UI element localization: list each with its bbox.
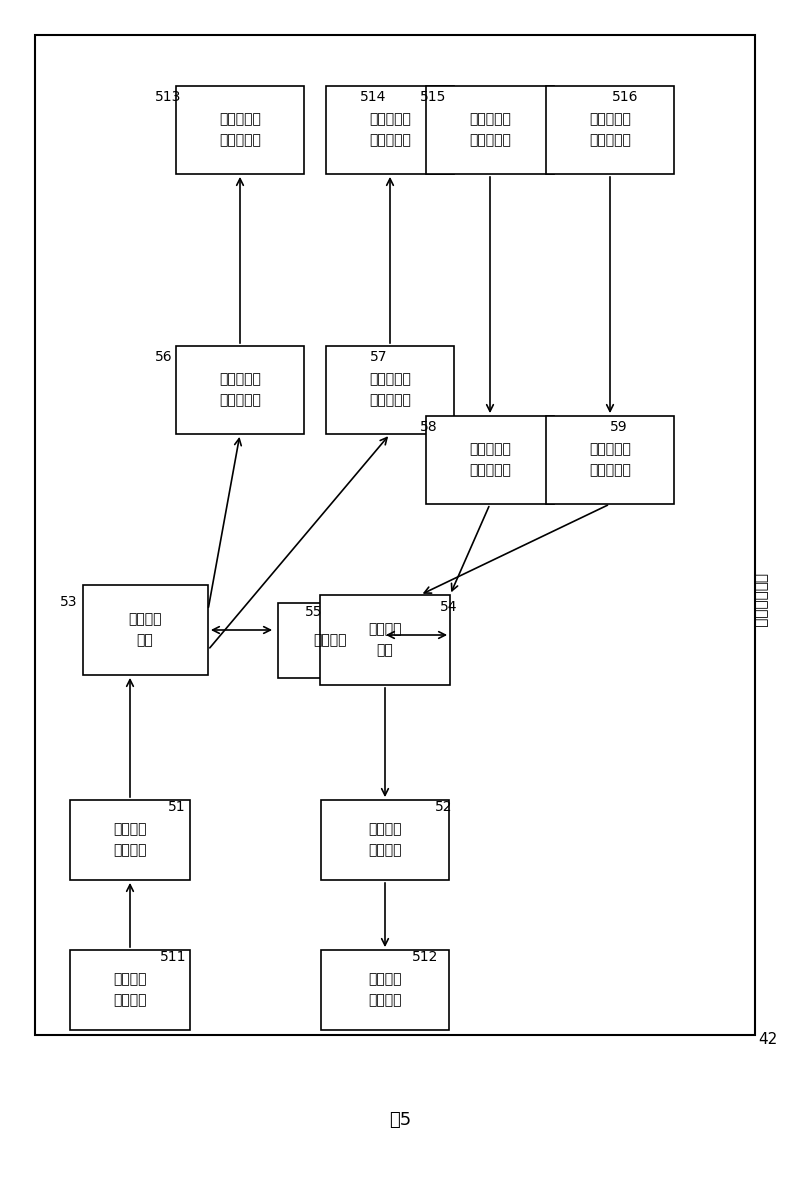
Text: 第一上行发
送队列模块: 第一上行发 送队列模块 [219, 372, 261, 408]
Text: 检测模块: 检测模块 [314, 633, 346, 647]
Text: 第二上行发
送队列模块: 第二上行发 送队列模块 [369, 372, 411, 408]
Text: 内部接口
发送模块: 内部接口 发送模块 [368, 973, 402, 1007]
Text: 512: 512 [412, 950, 438, 964]
Text: 第一下行接
收队列模块: 第一下行接 收队列模块 [469, 442, 511, 477]
Bar [546, 416, 674, 504]
Text: 下行发送
队列模块: 下行发送 队列模块 [368, 823, 402, 857]
Text: 图5: 图5 [389, 1111, 411, 1130]
Text: 备用通道接
口发送模块: 备用通道接 口发送模块 [369, 113, 411, 147]
Bar [321, 800, 449, 880]
Text: 备用通道接
口接收模块: 备用通道接 口接收模块 [589, 113, 631, 147]
Bar [321, 950, 449, 1030]
Text: 511: 511 [160, 950, 186, 964]
Bar [70, 950, 190, 1030]
Bar [176, 346, 304, 434]
Bar [426, 416, 554, 504]
Text: 上行调度
模块: 上行调度 模块 [128, 612, 162, 647]
Bar [70, 800, 190, 880]
Text: 59: 59 [610, 420, 628, 434]
Text: 53: 53 [60, 594, 78, 609]
Text: 55: 55 [305, 605, 322, 619]
Text: 内部接口
接收模块: 内部接口 接收模块 [114, 973, 146, 1007]
Bar [546, 86, 674, 174]
Text: 42: 42 [758, 1032, 778, 1048]
Bar [426, 86, 554, 174]
Bar [326, 346, 454, 434]
Bar [278, 603, 382, 678]
Bar [35, 34, 755, 1034]
Bar [82, 585, 207, 675]
Text: 516: 516 [612, 90, 638, 103]
Bar [326, 86, 454, 174]
Bar [176, 86, 304, 174]
Text: 上行接收
队列模块: 上行接收 队列模块 [114, 823, 146, 857]
Text: 双发选收电路: 双发选收电路 [753, 573, 767, 628]
Text: 下行调度
模块: 下行调度 模块 [368, 623, 402, 658]
Bar [320, 594, 450, 685]
Text: 57: 57 [370, 350, 387, 364]
Text: 56: 56 [155, 350, 173, 364]
Text: 主用通道接
口发送模块: 主用通道接 口发送模块 [219, 113, 261, 147]
Text: 54: 54 [440, 600, 458, 614]
Text: 第二下行接
收队列模块: 第二下行接 收队列模块 [589, 442, 631, 477]
Text: 513: 513 [155, 90, 182, 103]
Text: 主用通道接
口接收模块: 主用通道接 口接收模块 [469, 113, 511, 147]
Text: 515: 515 [420, 90, 446, 103]
Text: 514: 514 [360, 90, 386, 103]
Text: 51: 51 [168, 800, 186, 814]
Text: 52: 52 [435, 800, 453, 814]
Text: 58: 58 [420, 420, 438, 434]
